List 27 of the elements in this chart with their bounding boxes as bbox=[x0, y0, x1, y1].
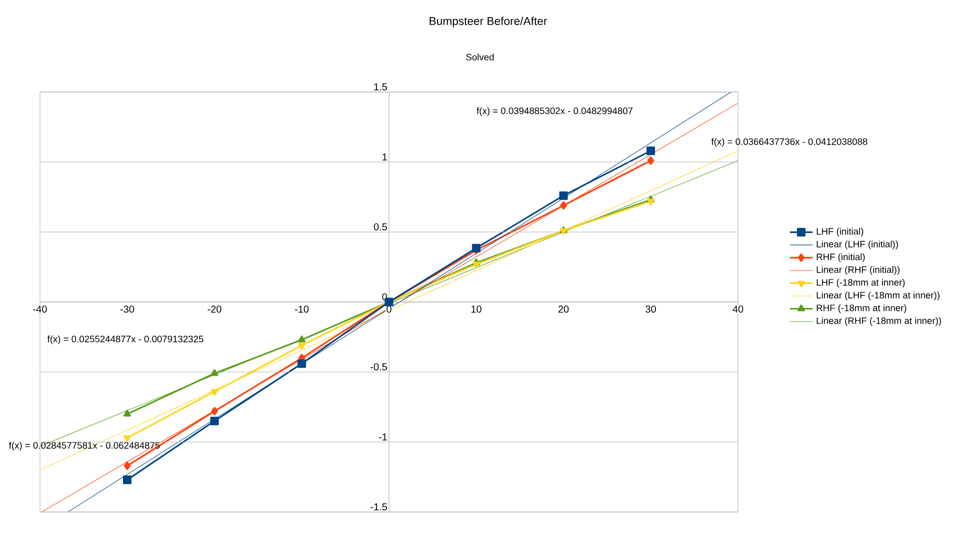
x-tick-label: 20 bbox=[558, 306, 569, 313]
legend-label: Linear (RHF (initial)) bbox=[816, 266, 900, 275]
y-tick-label: -1.5 bbox=[370, 503, 387, 510]
y-tick-label: -0.5 bbox=[370, 363, 387, 370]
legend-label: LHF (initial) bbox=[816, 228, 864, 236]
y-tick-label: -1 bbox=[378, 434, 387, 440]
annotation: f(x) = 0.0255244877x - 0.0079132325 bbox=[47, 335, 204, 344]
legend-label: RHF (initial) bbox=[816, 253, 865, 262]
x-tick-label: 30 bbox=[646, 306, 656, 313]
y-tick-label: 1.5 bbox=[374, 83, 387, 90]
legend-label: Linear (LHF (initial)) bbox=[816, 240, 898, 250]
legend-label: RHF (-18mm at inner) bbox=[816, 304, 906, 314]
legend-label: Linear (RHF (-18mm at inner)) bbox=[816, 317, 941, 326]
chart-subtitle: Solved bbox=[466, 54, 494, 60]
y-tick-label: 0.5 bbox=[374, 223, 387, 230]
legend-label: LHF (-18mm at inner) bbox=[816, 278, 905, 288]
x-tick-label: -40 bbox=[33, 306, 47, 313]
annotation: f(x) = 0.0366437736x - 0.0412038088 bbox=[711, 138, 868, 147]
x-tick-label: -10 bbox=[294, 306, 309, 313]
y-tick-label: 1 bbox=[382, 154, 387, 160]
x-tick-label: -30 bbox=[120, 306, 134, 313]
annotation: f(x) = 0.0394885302x - 0.0482994807 bbox=[476, 107, 633, 116]
x-tick-label: -20 bbox=[208, 306, 222, 313]
x-tick-label: 40 bbox=[732, 306, 744, 313]
x-tick-label: 10 bbox=[471, 306, 482, 313]
chart-title: Bumpsteer Before/After bbox=[430, 16, 548, 28]
legend-label: Linear (LHF (-18mm at inner)) bbox=[816, 292, 940, 300]
